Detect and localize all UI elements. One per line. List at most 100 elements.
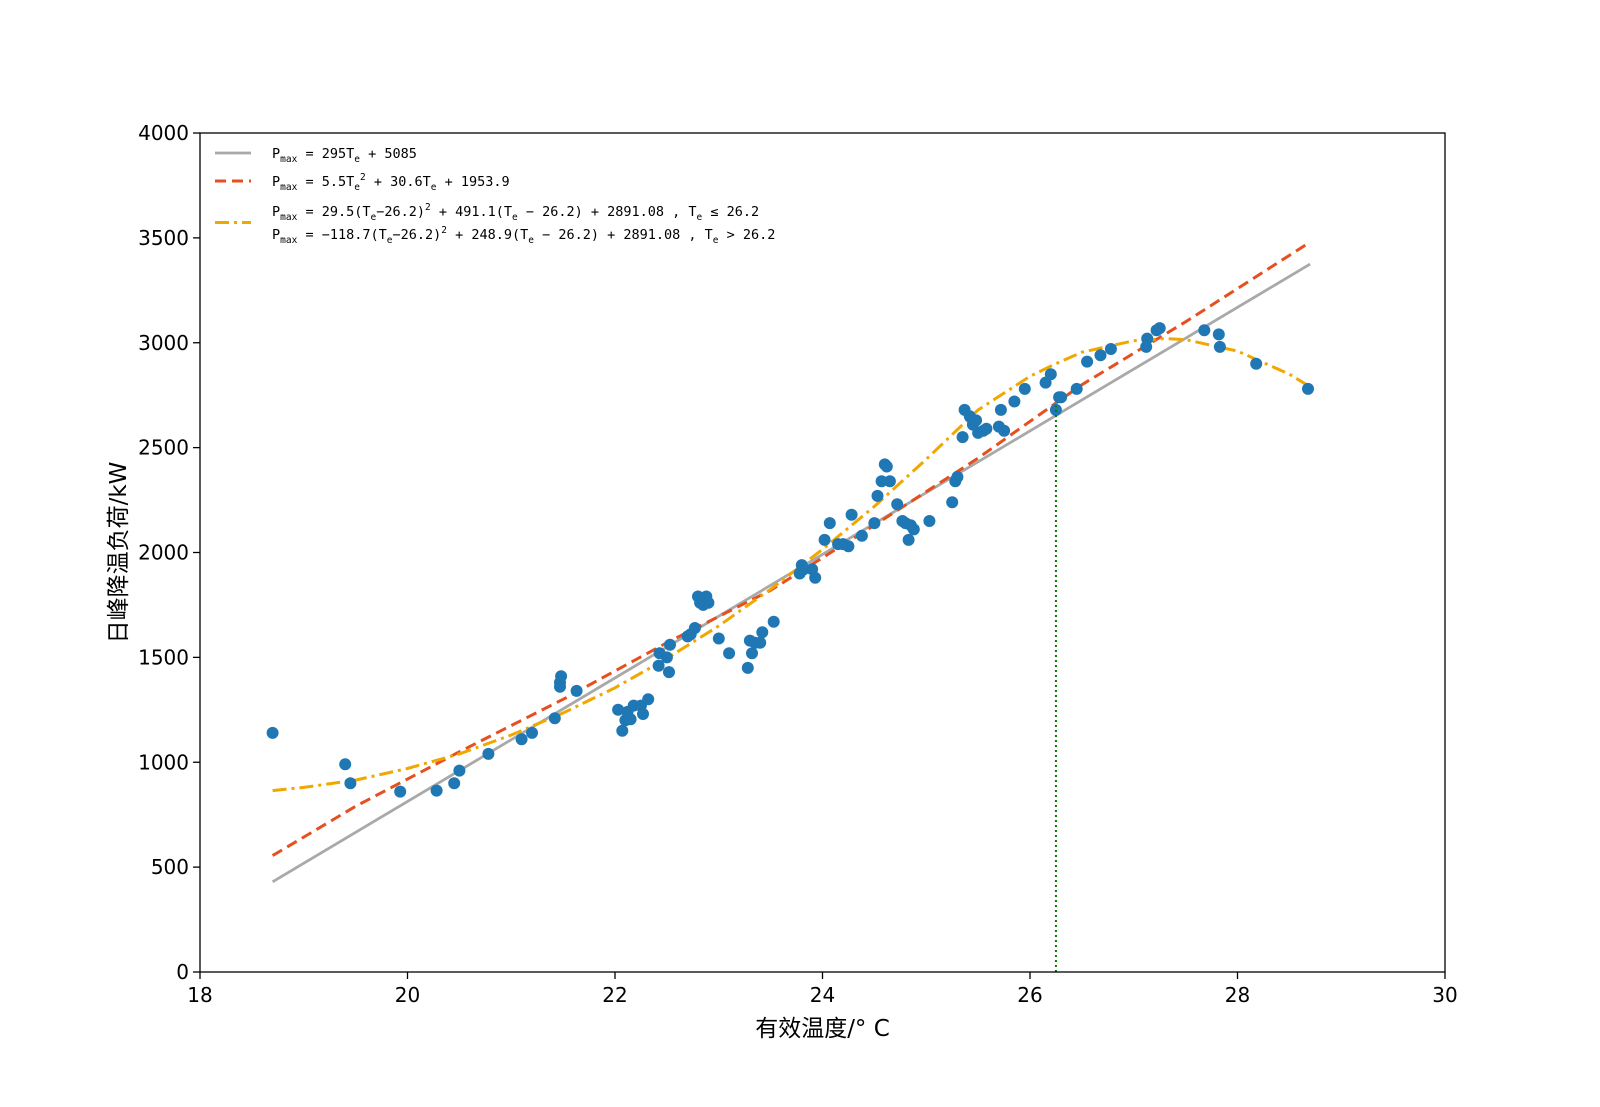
data-point	[951, 471, 964, 483]
data-point	[1049, 403, 1062, 416]
data-point	[923, 515, 936, 527]
legend: Pmax = 295Te + 5085 Pmax = 5.5Te2 + 30.6T…	[215, 146, 775, 246]
data-point	[1212, 328, 1225, 341]
data-point	[448, 777, 461, 790]
data-point	[1055, 391, 1068, 404]
data-point	[712, 632, 725, 645]
data-points-layer	[266, 322, 1314, 798]
x-tick-label: 24	[810, 983, 835, 1007]
data-point	[845, 508, 858, 521]
fit-lines-layer	[271, 240, 1311, 884]
x-tick-label: 18	[187, 983, 212, 1007]
data-point	[660, 651, 673, 664]
data-point	[1008, 395, 1021, 408]
data-point	[823, 517, 836, 530]
data-point	[956, 431, 969, 444]
x-tick-label: 30	[1432, 983, 1457, 1007]
data-point	[756, 626, 769, 639]
y-tick-label: 2500	[138, 436, 189, 460]
x-tick-label: 28	[1225, 983, 1250, 1007]
data-point	[616, 724, 629, 737]
data-point	[652, 659, 665, 672]
data-point	[754, 636, 767, 649]
x-axis-title: 有效温度/° C	[755, 1016, 890, 1042]
data-point	[868, 517, 881, 530]
data-point	[624, 713, 637, 726]
data-point	[980, 422, 993, 435]
data-point	[394, 785, 407, 798]
axis-ticks-layer: 18 20 22 24 26 28 30 0 500 1000 1500 2000 2500 3000 35…	[138, 121, 1458, 1007]
linear-legend-label: Pmax = 295Te + 5085	[272, 146, 417, 165]
data-point	[339, 758, 352, 771]
data-point	[891, 498, 904, 511]
y-tick-label: 2000	[138, 541, 189, 565]
piecewise-fit-line	[272, 337, 1311, 793]
x-tick-label: 20	[395, 983, 420, 1007]
data-point	[526, 726, 538, 739]
y-axis-title: 日峰降温负荷/kW	[106, 462, 132, 644]
data-point	[664, 638, 676, 651]
data-point	[723, 647, 736, 660]
data-point	[453, 764, 466, 777]
data-point	[1094, 349, 1107, 362]
data-point	[902, 533, 915, 546]
data-point	[482, 747, 495, 760]
data-point	[741, 661, 754, 674]
data-point	[855, 529, 868, 542]
data-point	[1198, 324, 1211, 337]
data-point	[767, 615, 780, 628]
data-point	[883, 475, 896, 488]
piecewise-legend-label: Pmax = −118.7(Te−26.2)2 + 248.9(Te − 26.…	[272, 225, 775, 246]
data-point	[970, 414, 983, 427]
data-point	[746, 647, 758, 660]
data-point	[809, 571, 822, 584]
data-point	[818, 533, 831, 546]
data-point	[642, 693, 655, 706]
data-point	[1141, 332, 1154, 345]
data-point	[702, 596, 715, 609]
data-point	[1018, 382, 1031, 395]
quadratic-legend-label: Pmax = 5.5Te2 + 30.6Te + 1953.9	[272, 172, 510, 193]
data-point	[1044, 368, 1057, 381]
data-point	[994, 403, 1007, 416]
data-point	[1104, 343, 1117, 355]
x-tick-label: 26	[1017, 983, 1042, 1007]
data-point	[515, 733, 528, 746]
y-tick-label: 4000	[138, 121, 189, 145]
data-point	[570, 684, 583, 697]
data-point	[797, 563, 810, 576]
data-point	[1302, 382, 1314, 395]
plot-frame	[199, 132, 1446, 973]
piecewise-legend-label: Pmax = 29.5(Te−26.2)2 + 491.1(Te − 26.2)…	[272, 202, 759, 223]
data-point	[612, 703, 625, 716]
data-point	[1153, 322, 1166, 335]
data-point	[842, 540, 855, 553]
y-tick-label: 1000	[138, 750, 189, 774]
data-point	[688, 622, 701, 634]
data-point	[875, 475, 888, 488]
data-point	[266, 726, 279, 739]
data-point	[1070, 382, 1083, 395]
data-point	[1081, 355, 1094, 368]
y-tick-label: 3000	[138, 331, 189, 355]
data-point	[907, 523, 920, 536]
data-point	[344, 777, 357, 790]
data-point	[1250, 357, 1263, 370]
data-point	[998, 424, 1011, 437]
y-tick-label: 3500	[138, 226, 189, 250]
data-point	[871, 489, 884, 502]
data-point	[548, 712, 561, 725]
data-point	[663, 666, 675, 679]
y-tick-label: 1500	[138, 645, 189, 669]
data-point	[430, 784, 443, 797]
data-point	[637, 708, 649, 720]
y-tick-label: 500	[151, 855, 189, 879]
data-point	[1213, 340, 1226, 353]
data-point	[880, 460, 893, 473]
x-tick-label: 22	[602, 983, 627, 1007]
y-tick-label: 0	[176, 960, 189, 984]
data-point	[946, 496, 959, 509]
data-point	[555, 670, 568, 683]
